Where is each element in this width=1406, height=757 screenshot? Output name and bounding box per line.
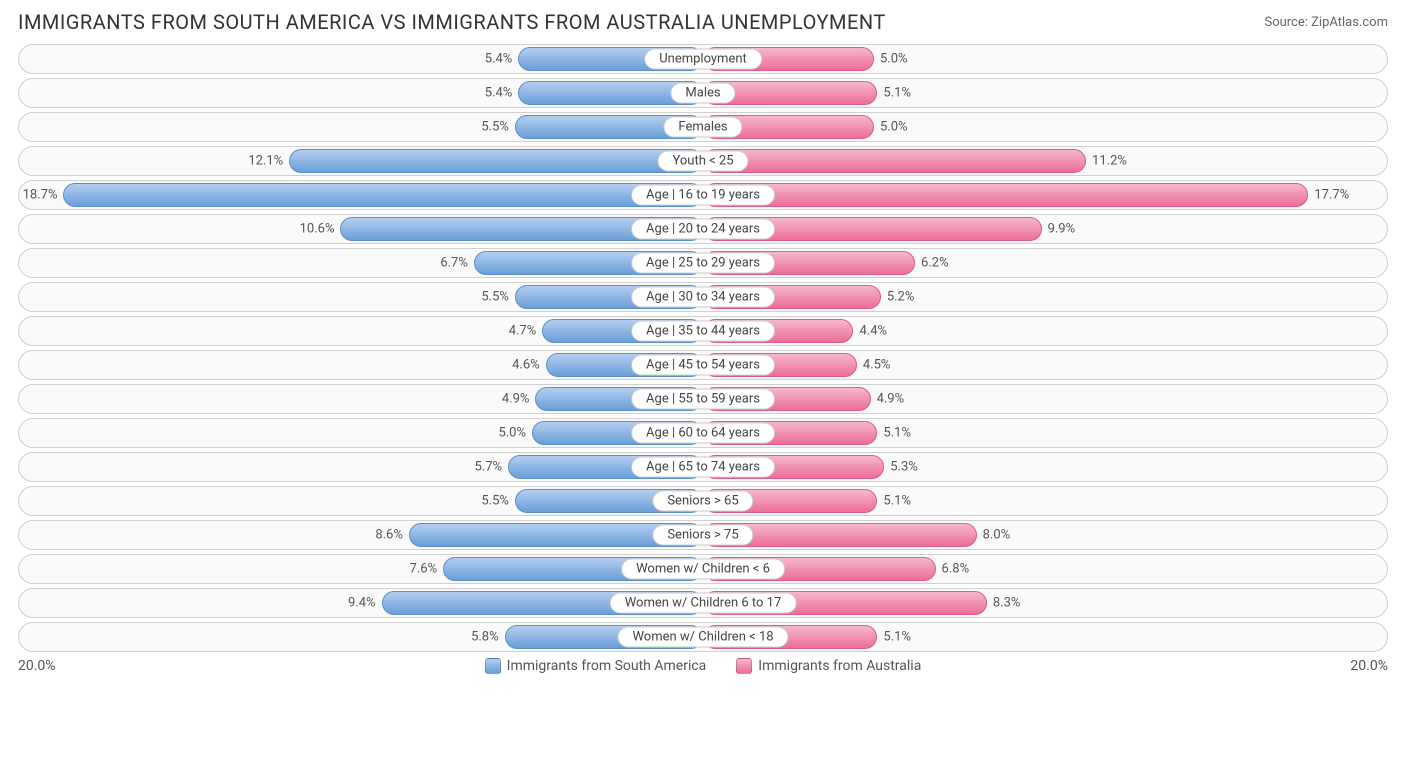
value-right: 5.0% (880, 120, 908, 135)
value-right: 8.3% (993, 596, 1021, 611)
category-label: Age | 60 to 64 years (631, 423, 775, 444)
value-right: 5.3% (890, 460, 918, 475)
chart-row: 5.8% 5.1% Women w/ Children < 18 (18, 622, 1388, 652)
chart-row: 4.9% 4.9% Age | 55 to 59 years (18, 384, 1388, 414)
value-left: 4.9% (502, 392, 530, 407)
value-right: 5.1% (883, 630, 911, 645)
value-right: 5.2% (887, 290, 915, 305)
legend-right-label: Immigrants from Australia (758, 658, 921, 674)
chart-row: 5.5% 5.1% Seniors > 65 (18, 486, 1388, 516)
value-left: 5.0% (498, 426, 526, 441)
value-left: 10.6% (300, 222, 335, 237)
bar-right (703, 183, 1308, 207)
value-right: 8.0% (983, 528, 1011, 543)
legend: Immigrants from South America Immigrants… (485, 658, 922, 674)
swatch-right-icon (736, 658, 752, 674)
category-label: Age | 30 to 34 years (631, 287, 775, 308)
value-left: 5.4% (485, 86, 513, 101)
value-left: 4.7% (509, 324, 537, 339)
value-left: 8.6% (375, 528, 403, 543)
value-right: 4.9% (877, 392, 905, 407)
chart-row: 5.0% 5.1% Age | 60 to 64 years (18, 418, 1388, 448)
chart-row: 4.7% 4.4% Age | 35 to 44 years (18, 316, 1388, 346)
category-label: Males (670, 83, 735, 104)
chart-row: 4.6% 4.5% Age | 45 to 54 years (18, 350, 1388, 380)
value-right: 17.7% (1314, 188, 1349, 203)
category-label: Age | 55 to 59 years (631, 389, 775, 410)
chart-title: IMMIGRANTS FROM SOUTH AMERICA VS IMMIGRA… (18, 10, 886, 34)
bar-right (703, 149, 1086, 173)
category-label: Women w/ Children < 6 (621, 559, 785, 580)
chart-row: 5.7% 5.3% Age | 65 to 74 years (18, 452, 1388, 482)
category-label: Seniors > 65 (652, 491, 753, 512)
category-label: Women w/ Children 6 to 17 (610, 593, 797, 614)
value-right: 6.8% (942, 562, 970, 577)
chart-row: 18.7% 17.7% Age | 16 to 19 years (18, 180, 1388, 210)
axis-max-right: 20.0% (1350, 658, 1388, 674)
legend-left-label: Immigrants from South America (507, 658, 707, 674)
value-right: 5.1% (883, 494, 911, 509)
value-left: 5.5% (481, 120, 509, 135)
category-label: Women w/ Children < 18 (617, 627, 788, 648)
chart-row: 9.4% 8.3% Women w/ Children 6 to 17 (18, 588, 1388, 618)
category-label: Unemployment (644, 49, 762, 70)
chart-row: 12.1% 11.2% Youth < 25 (18, 146, 1388, 176)
category-label: Age | 35 to 44 years (631, 321, 775, 342)
chart-row: 8.6% 8.0% Seniors > 75 (18, 520, 1388, 550)
value-left: 6.7% (440, 256, 468, 271)
value-right: 4.5% (863, 358, 891, 373)
value-right: 9.9% (1048, 222, 1076, 237)
value-left: 5.5% (481, 290, 509, 305)
category-label: Age | 20 to 24 years (631, 219, 775, 240)
value-left: 12.1% (248, 154, 283, 169)
bar-left (63, 183, 703, 207)
chart-row: 5.5% 5.0% Females (18, 112, 1388, 142)
value-right: 5.1% (883, 86, 911, 101)
value-left: 5.8% (471, 630, 499, 645)
value-left: 5.4% (485, 52, 513, 67)
diverging-bar-chart: 5.4% 5.0% Unemployment 5.4% 5.1% Males 5.5% 5.0… (18, 44, 1388, 652)
category-label: Youth < 25 (657, 151, 748, 172)
value-right: 4.4% (859, 324, 887, 339)
value-left: 5.5% (481, 494, 509, 509)
chart-row: 6.7% 6.2% Age | 25 to 29 years (18, 248, 1388, 278)
category-label: Age | 65 to 74 years (631, 457, 775, 478)
category-label: Age | 16 to 19 years (631, 185, 775, 206)
value-left: 7.6% (410, 562, 438, 577)
value-left: 18.7% (23, 188, 58, 203)
chart-row: 5.4% 5.0% Unemployment (18, 44, 1388, 74)
value-right: 5.0% (880, 52, 908, 67)
value-left: 9.4% (348, 596, 376, 611)
value-left: 4.6% (512, 358, 540, 373)
chart-row: 5.5% 5.2% Age | 30 to 34 years (18, 282, 1388, 312)
value-right: 5.1% (883, 426, 911, 441)
category-label: Females (663, 117, 742, 138)
chart-footer: 20.0% Immigrants from South America Immi… (18, 658, 1388, 674)
category-label: Age | 45 to 54 years (631, 355, 775, 376)
legend-item-left: Immigrants from South America (485, 658, 707, 674)
value-right: 11.2% (1092, 154, 1127, 169)
chart-source: Source: ZipAtlas.com (1264, 15, 1388, 30)
swatch-left-icon (485, 658, 501, 674)
legend-item-right: Immigrants from Australia (736, 658, 921, 674)
chart-row: 7.6% 6.8% Women w/ Children < 6 (18, 554, 1388, 584)
chart-header: IMMIGRANTS FROM SOUTH AMERICA VS IMMIGRA… (18, 10, 1388, 34)
value-left: 5.7% (475, 460, 503, 475)
category-label: Seniors > 75 (652, 525, 753, 546)
category-label: Age | 25 to 29 years (631, 253, 775, 274)
bar-left (289, 149, 703, 173)
chart-row: 10.6% 9.9% Age | 20 to 24 years (18, 214, 1388, 244)
value-right: 6.2% (921, 256, 949, 271)
chart-row: 5.4% 5.1% Males (18, 78, 1388, 108)
axis-max-left: 20.0% (18, 658, 56, 674)
